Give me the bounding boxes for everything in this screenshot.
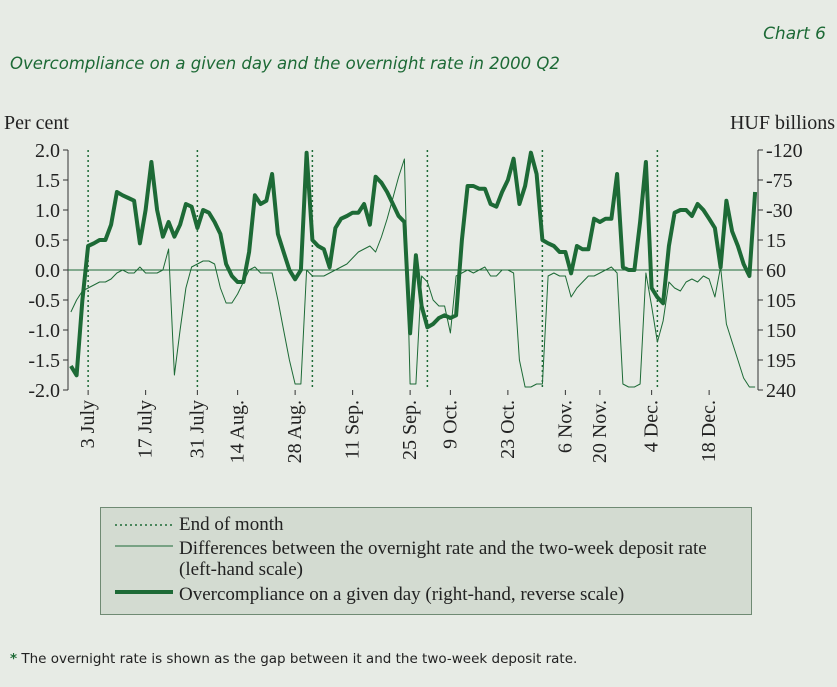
y2-tick-label: 105 — [766, 290, 796, 312]
y-tick-label: 2.0 — [35, 140, 60, 162]
x-tick-label: 11 Sep. — [342, 400, 364, 459]
x-tick-label: 3 July — [77, 400, 99, 448]
x-tick-label: 31 July — [186, 400, 208, 458]
series-line — [70, 158, 756, 388]
x-tick-label: 17 July — [135, 400, 157, 458]
y2-tick-label: 240 — [766, 380, 796, 402]
footnote: * The overnight rate is shown as the gap… — [10, 651, 577, 667]
y-tick-label: 1.5 — [35, 170, 60, 192]
y2-tick-label: -75 — [766, 170, 793, 192]
x-tick-label: 18 Dec. — [698, 400, 720, 462]
legend-swatch — [115, 545, 173, 547]
legend-entry: Overcompliance on a given day (right-han… — [113, 584, 624, 605]
legend-entry: End of month — [113, 514, 284, 535]
chart: Per cent HUF billions -2.0 -1.5 -1.0 -0.5 0.0 0… — [4, 112, 835, 463]
y2-axis-title: HUF billions — [730, 112, 835, 134]
series-line — [69, 150, 758, 378]
y2-tick-label: -30 — [766, 200, 793, 222]
y-axis-title: Per cent — [4, 112, 69, 134]
x-tick-label: 14 Aug. — [227, 400, 249, 463]
y-tick-label: 0.0 — [35, 260, 60, 282]
y-tick-label: 1.0 — [35, 200, 60, 222]
chart-title: Chart 6 — [763, 24, 826, 44]
footnote-marker: * — [10, 651, 18, 667]
legend-swatch — [115, 524, 173, 526]
y2-tick-label: 60 — [766, 260, 786, 282]
x-tick-label: 6 Nov. — [554, 400, 576, 453]
legend-label: Differences between the overnight rate a… — [179, 538, 707, 580]
y-tick-label: -0.5 — [28, 290, 60, 312]
y-tick-label: -1.0 — [28, 320, 60, 342]
y2-tick-label: -120 — [766, 140, 803, 162]
x-tick-label: 20 Nov. — [589, 400, 611, 463]
y2-tick-label: 195 — [766, 350, 796, 372]
legend-label: Overcompliance on a given day (right-han… — [179, 584, 625, 605]
legend-swatch — [115, 590, 173, 594]
x-tick-label: 23 Oct. — [497, 400, 519, 459]
y-tick-label: 0.5 — [35, 230, 60, 252]
y-tick-label: -2.0 — [28, 380, 60, 402]
chart-subtitle: Overcompliance on a given day and the ov… — [10, 54, 560, 73]
x-tick-label: 28 Aug. — [284, 400, 306, 463]
x-tick-label: 4 Dec. — [641, 400, 663, 452]
y2-tick-label: 150 — [766, 320, 796, 342]
x-tick-label: 9 Oct. — [439, 400, 461, 449]
legend: End of month Differences between the ove… — [100, 507, 752, 615]
legend-label: End of month — [179, 514, 284, 535]
legend-entry: Differences between the overnight rate a… — [113, 538, 713, 580]
footnote-text: The overnight rate is shown as the gap b… — [21, 651, 578, 667]
y-tick-label: -1.5 — [28, 350, 60, 372]
y2-tick-label: 15 — [766, 230, 786, 252]
x-tick-label: 25 Sep. — [399, 400, 421, 460]
